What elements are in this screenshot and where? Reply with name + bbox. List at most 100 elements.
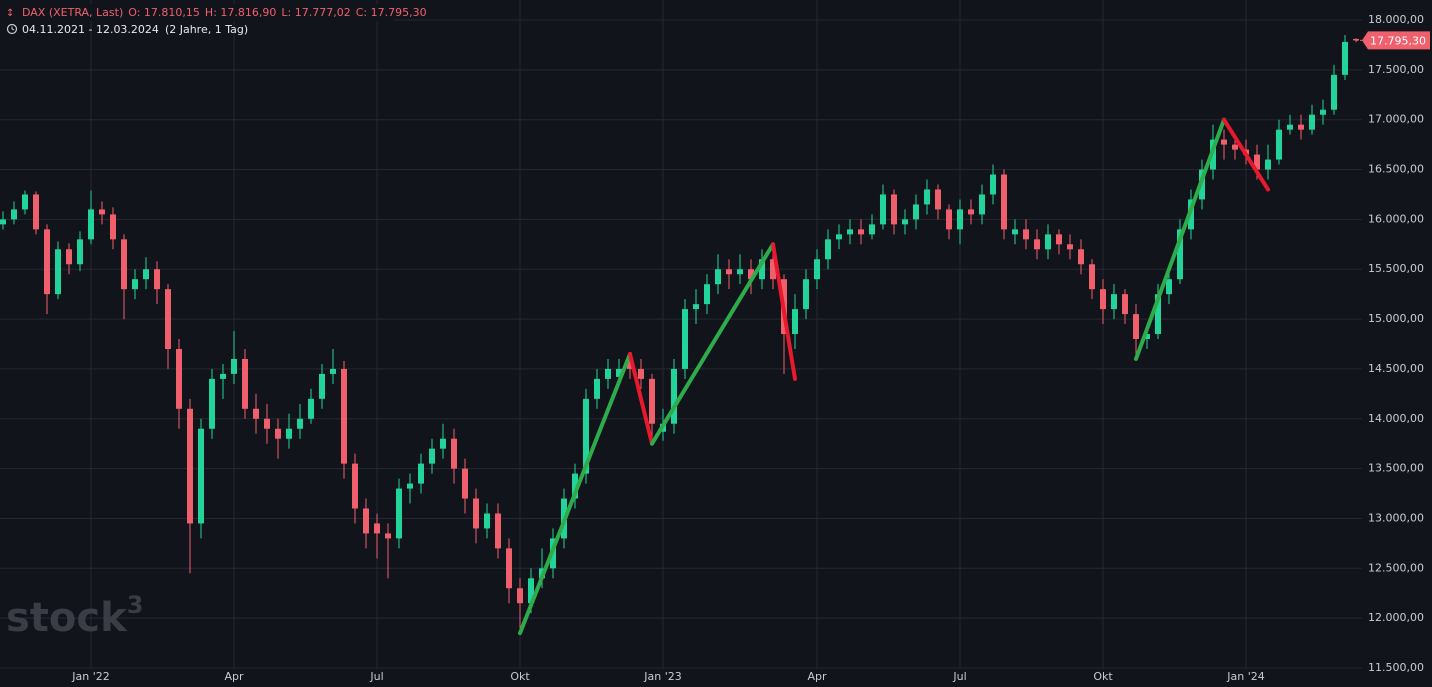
clock-icon: [6, 23, 18, 35]
candle-body: [187, 408, 193, 524]
x-tick-label: Apr: [807, 670, 827, 683]
candle-body: [759, 259, 765, 280]
ticker-icon: ↕: [6, 8, 14, 19]
candle-body: [1122, 294, 1128, 315]
header-title: DAX (XETRA, Last) O: 17.810,15 H: 17.816,9…: [22, 6, 427, 19]
trendline: [628, 351, 654, 446]
header-range: 04.11.2021 - 12.03.2024 (2 Jahre, 1 Tag): [22, 23, 248, 36]
candle-body: [1089, 264, 1095, 290]
candle-body: [1078, 249, 1084, 265]
y-tick-label: 11.500,00: [1368, 661, 1424, 674]
candle-body: [11, 209, 17, 220]
candle-body: [1309, 114, 1315, 130]
candle-body: [363, 508, 369, 534]
candle-body: [869, 224, 875, 235]
candle-body: [1331, 74, 1337, 110]
header-part: C: 17.795,30: [356, 6, 427, 19]
candle-body: [583, 398, 589, 474]
candle-body: [55, 249, 61, 295]
candle-body: [517, 588, 523, 604]
candle-body: [935, 189, 941, 210]
candle-body: [341, 368, 347, 464]
candle-body: [1166, 279, 1172, 295]
candle-body: [990, 174, 996, 195]
candle-body: [1056, 234, 1062, 245]
candle-body: [726, 269, 732, 275]
candle-body: [528, 578, 534, 604]
header-part: DAX (XETRA, Last): [22, 6, 123, 19]
header-part: O: 17.810,15: [128, 6, 200, 19]
header-part: L: 17.777,02: [281, 6, 350, 19]
candle-body: [1276, 129, 1282, 160]
candle-body: [231, 358, 237, 374]
candle-body: [847, 229, 853, 235]
candle-body: [627, 360, 633, 369]
candle-body: [132, 279, 138, 290]
candle-body: [418, 463, 424, 484]
candle-body: [880, 194, 886, 225]
candle-body: [484, 513, 490, 529]
candle-body: [396, 488, 402, 539]
candle-body: [1144, 334, 1150, 340]
candle-body: [825, 239, 831, 260]
candle-body: [275, 428, 281, 439]
y-tick-label: 14.000,00: [1368, 412, 1424, 425]
candle-body: [385, 533, 391, 539]
candle-body: [44, 229, 50, 295]
candle-body: [594, 378, 600, 399]
candle-body: [1111, 294, 1117, 310]
header-part: H: 17.816,90: [205, 6, 276, 19]
candle-body: [858, 229, 864, 235]
candle-body: [1232, 144, 1238, 150]
candle-body: [814, 259, 820, 280]
x-tick-label: Jan '23: [643, 670, 681, 683]
y-tick-label: 17.000,00: [1368, 113, 1424, 126]
candle-body: [330, 368, 336, 374]
candle-body: [165, 289, 171, 349]
candle-body: [143, 269, 149, 280]
candle-body: [792, 309, 798, 335]
y-tick-label: 12.500,00: [1368, 561, 1424, 574]
candle-body: [308, 398, 314, 419]
candle-body: [209, 378, 215, 429]
candle-body: [1287, 124, 1293, 130]
candle-body: [110, 214, 116, 240]
candle-body: [1034, 239, 1040, 250]
candle-body: [1001, 174, 1007, 230]
y-tick-label: 15.000,00: [1368, 312, 1424, 325]
candle-body: [473, 498, 479, 529]
last-price-box: [1362, 31, 1430, 50]
candle-body: [319, 373, 325, 399]
candle-body: [242, 358, 248, 409]
x-tick-label: Okt: [1093, 670, 1113, 683]
y-tick-label: 14.500,00: [1368, 362, 1424, 375]
candle-body: [715, 269, 721, 285]
x-tick-label: Apr: [224, 670, 244, 683]
candle-body: [99, 209, 105, 215]
x-tick-label: Jan '22: [71, 670, 109, 683]
candle-body: [616, 368, 622, 377]
candle-body: [572, 473, 578, 499]
y-tick-label: 12.000,00: [1368, 611, 1424, 624]
candle-body: [440, 438, 446, 449]
trendline: [1222, 117, 1270, 192]
candle-body: [0, 219, 6, 225]
candle-body: [451, 438, 457, 469]
x-tick-label: Okt: [510, 670, 530, 683]
candle-body: [66, 249, 72, 265]
candle-body: [891, 194, 897, 225]
trendline: [650, 242, 775, 446]
candle-body: [902, 219, 908, 225]
period: (2 Jahre, 1 Tag): [165, 23, 248, 36]
candle-body: [1012, 229, 1018, 235]
candle-body: [1155, 294, 1161, 335]
y-tick-label: 16.000,00: [1368, 212, 1424, 225]
y-tick-label: 16.500,00: [1368, 163, 1424, 176]
x-tick-label: Jul: [369, 670, 383, 683]
y-tick-label: 17.500,00: [1368, 63, 1424, 76]
candle-body: [836, 234, 842, 240]
last-price-label: 17.795,30: [1370, 34, 1426, 47]
candle-body: [22, 194, 28, 210]
candle-body: [704, 284, 710, 305]
